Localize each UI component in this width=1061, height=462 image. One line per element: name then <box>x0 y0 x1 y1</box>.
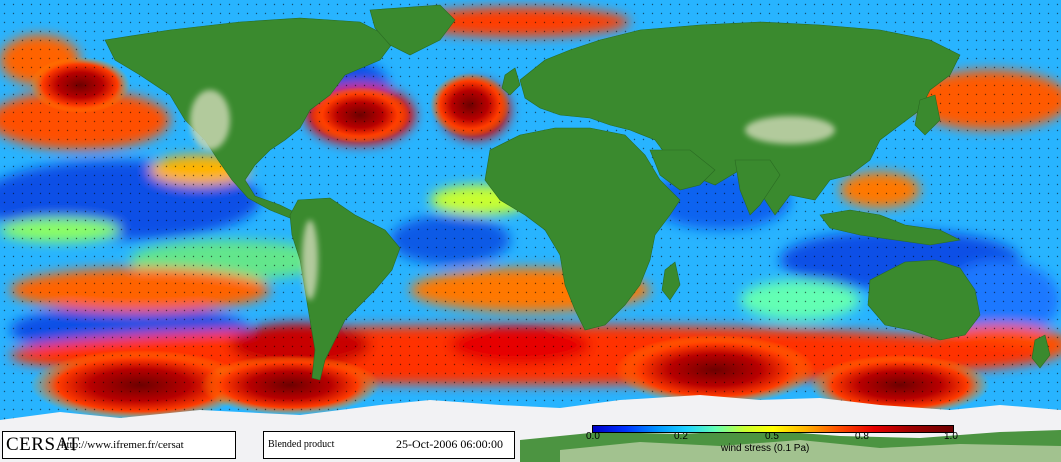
indonesia <box>819 209 961 246</box>
south-america <box>289 197 401 381</box>
colorbar <box>592 425 954 433</box>
arabia <box>649 149 716 191</box>
credit-box: CERSAT http://www.ifremer.fr/cersat <box>2 431 236 459</box>
colorbar-tick: 0.8 <box>855 431 869 442</box>
url-link[interactable]: http://www.ifremer.fr/cersat <box>61 439 184 451</box>
colorbar-tick: 0.5 <box>765 431 779 442</box>
australia <box>867 259 981 341</box>
colorbar-tick: 0.0 <box>586 431 600 442</box>
colorbar-tick: 0.2 <box>674 431 688 442</box>
colorbar-label: wind stress (0.1 Pa) <box>721 443 810 454</box>
japan <box>914 94 941 136</box>
india <box>734 159 781 216</box>
product-label: Blended product <box>268 439 335 450</box>
product-box: Blended product 25-Oct-2006 06:00:00 <box>263 431 515 459</box>
greenland <box>369 4 456 56</box>
new-zealand <box>1031 334 1051 369</box>
madagascar <box>661 261 681 301</box>
colorbar-tick: 1.0 <box>944 431 958 442</box>
eurasia <box>519 21 961 216</box>
africa <box>484 127 681 331</box>
highlands <box>190 90 835 300</box>
continents <box>104 4 1051 381</box>
british-isles <box>501 67 521 96</box>
brand-label: CERSAT <box>6 434 80 455</box>
date-label: 25-Oct-2006 06:00:00 <box>396 437 503 451</box>
